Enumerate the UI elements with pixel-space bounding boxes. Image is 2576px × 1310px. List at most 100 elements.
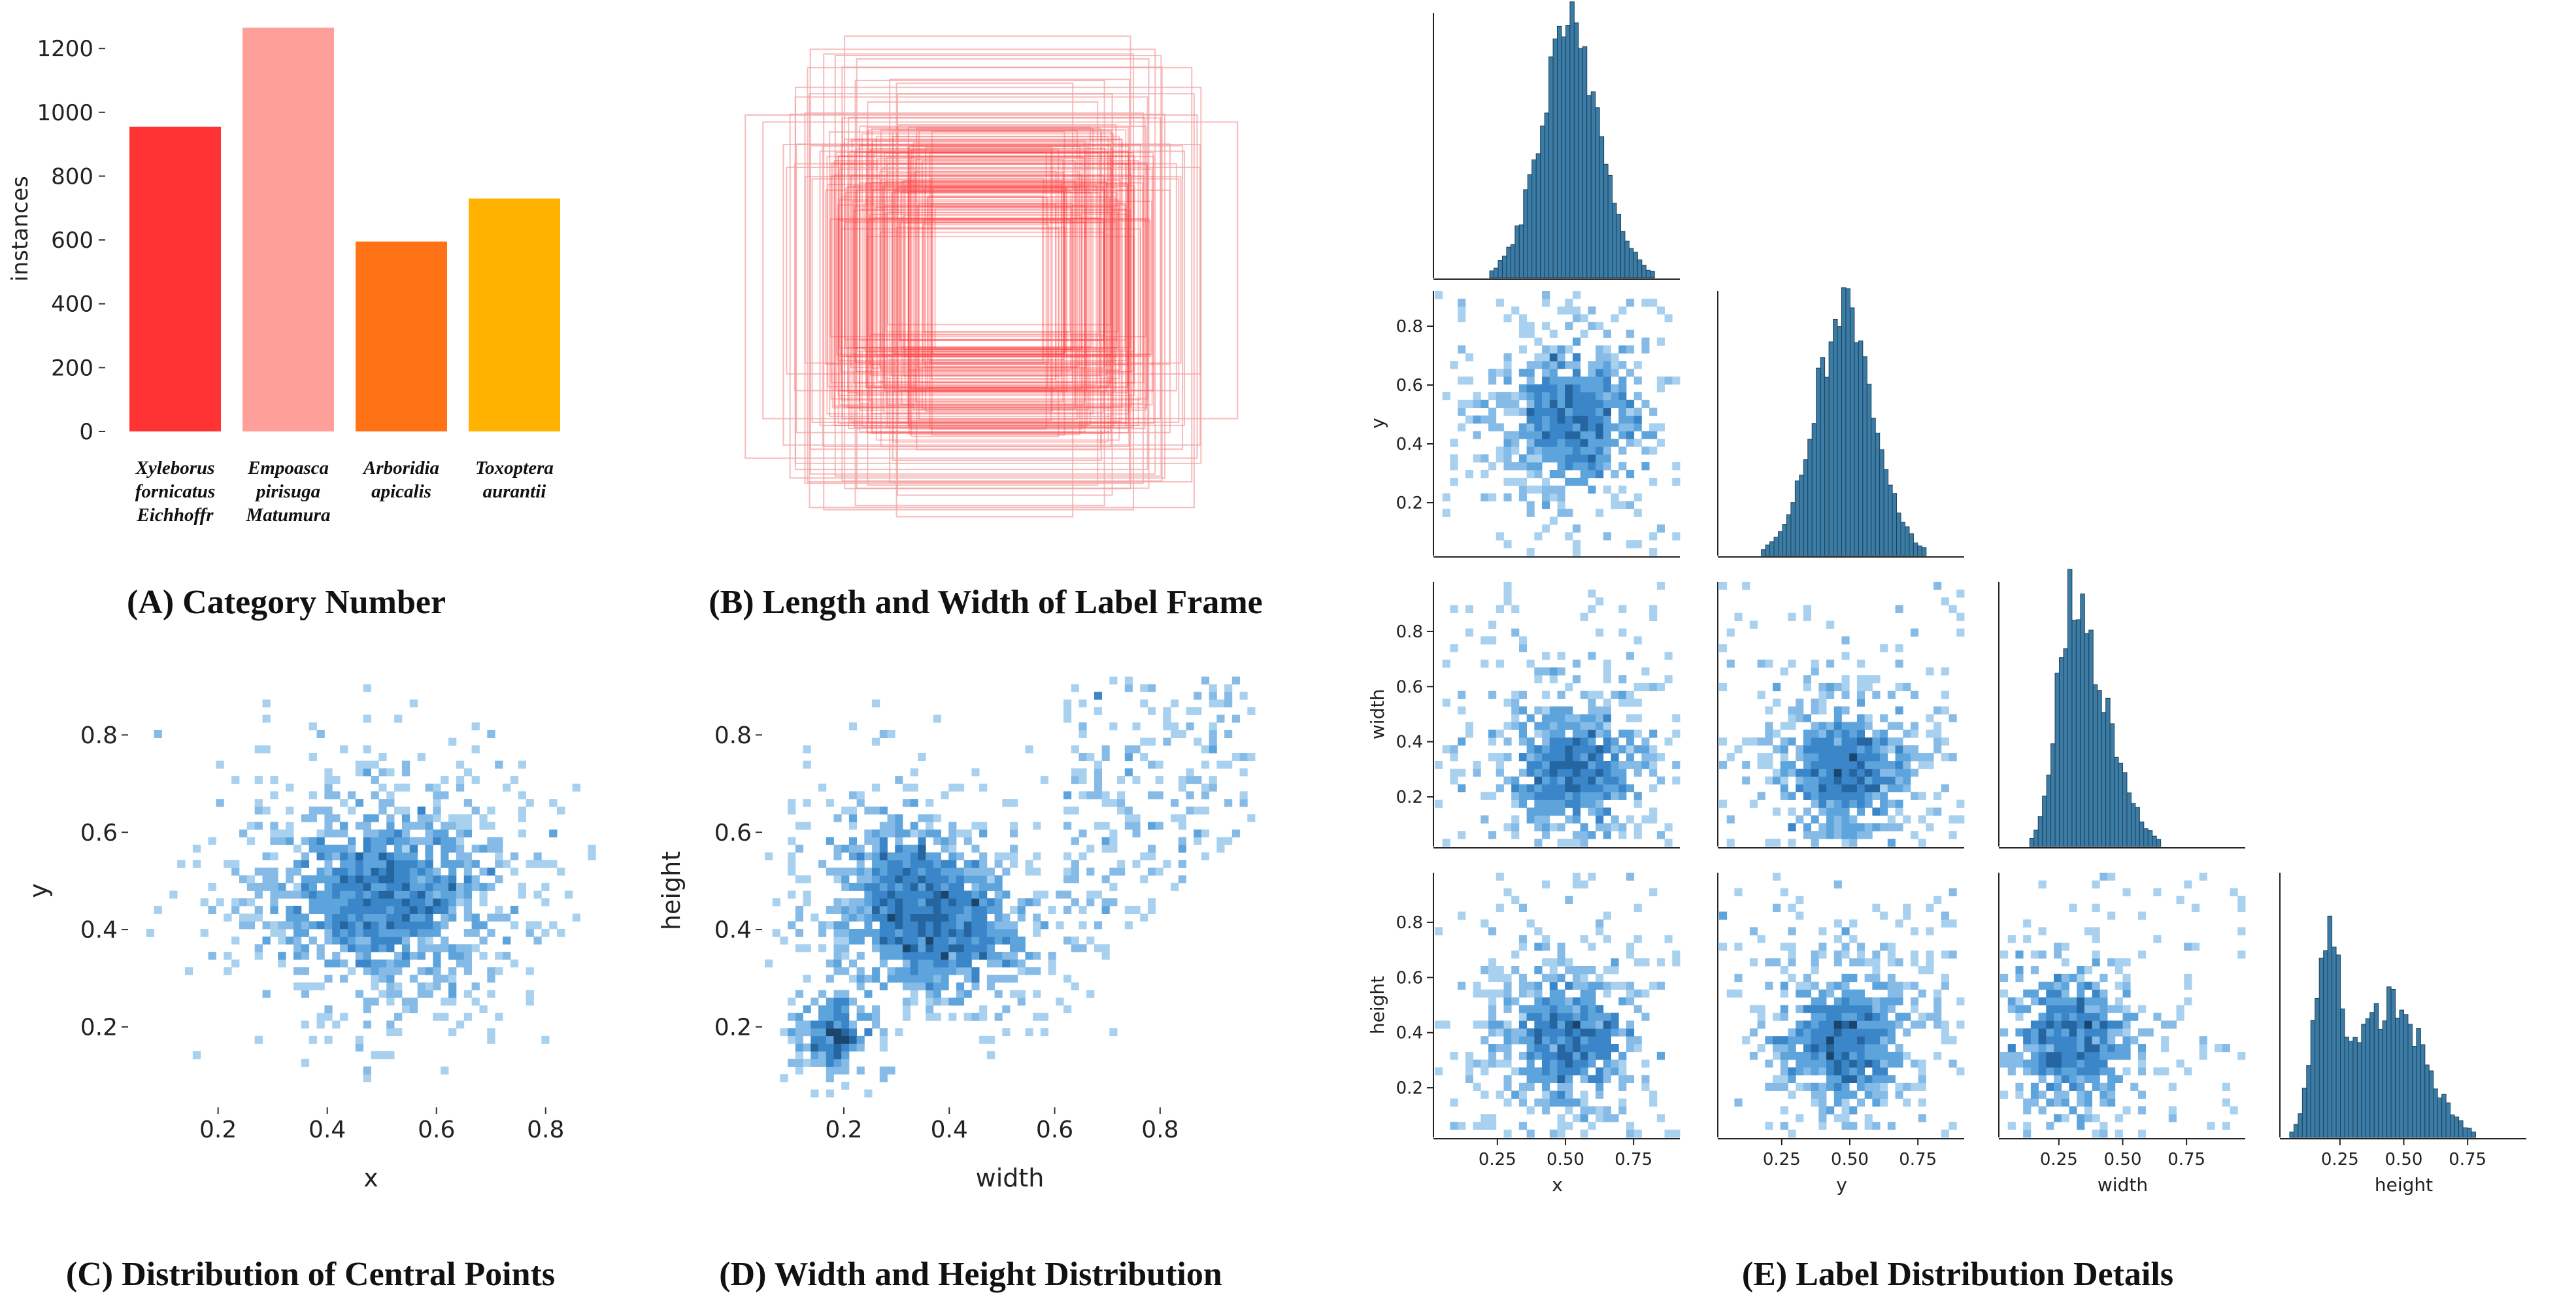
- e-cell: [1503, 981, 1512, 990]
- e-cell: [1534, 799, 1543, 808]
- e-cell: [1572, 1036, 1581, 1045]
- e-cell: [1926, 667, 1934, 676]
- e-cell: [1880, 644, 1888, 652]
- c-cell: [316, 837, 325, 845]
- c-cell: [448, 860, 457, 868]
- e-hist-bar: [2109, 723, 2115, 847]
- b-frame: [845, 192, 1118, 349]
- e-cell: [1503, 776, 1512, 785]
- e-cell: [1926, 950, 1934, 959]
- e-cell: [1534, 768, 1543, 777]
- b-frame: [907, 191, 1072, 371]
- e-cell: [1649, 423, 1658, 431]
- e-hist-bar: [1921, 547, 1927, 556]
- e-cell: [2038, 1090, 2047, 1099]
- e-cell: [1841, 682, 1850, 692]
- e-cell: [1773, 730, 1781, 738]
- e-cell: [1749, 958, 1758, 967]
- c-cell: [448, 944, 457, 952]
- d-cell: [1132, 905, 1141, 914]
- d-cell: [941, 898, 949, 907]
- e-cell: [1880, 1083, 1888, 1091]
- b-frame: [852, 201, 1153, 356]
- c-cell: [363, 882, 371, 891]
- c-cell: [394, 860, 403, 868]
- d-cell: [1132, 722, 1141, 731]
- e-cell: [2092, 1083, 2100, 1091]
- d-cell: [971, 875, 980, 884]
- e-cell: [2099, 1036, 2108, 1045]
- c-cell: [386, 905, 395, 914]
- d-cell: [1094, 921, 1103, 930]
- d-cell: [864, 882, 873, 891]
- e-cell: [1841, 839, 1850, 847]
- d-cell: [1155, 776, 1163, 784]
- e-cell: [1856, 1051, 1865, 1060]
- e-cell: [1596, 807, 1604, 816]
- e-cell: [1450, 361, 1458, 369]
- e-cell: [1580, 737, 1588, 746]
- d-cell: [872, 890, 880, 899]
- b-frame: [921, 160, 1076, 410]
- e-cell: [1572, 1020, 1581, 1029]
- e-cell: [1941, 950, 1949, 959]
- e-cell: [1488, 369, 1497, 377]
- e-cell: [1864, 682, 1873, 692]
- e-cell: [1633, 392, 1642, 401]
- e-cell: [1849, 753, 1858, 762]
- e-cell: [1557, 493, 1565, 502]
- e-cell: [1572, 737, 1581, 746]
- e-cell: [1641, 431, 1650, 439]
- e-cell: [1557, 407, 1565, 416]
- d-cell: [895, 905, 903, 914]
- d-cell: [872, 837, 880, 845]
- e-cell: [1603, 369, 1611, 377]
- e-cell: [1618, 1083, 1627, 1091]
- d-cell: [910, 959, 918, 967]
- e-cell: [1473, 760, 1481, 769]
- e-cell: [2092, 1013, 2100, 1021]
- e-cell: [1765, 660, 1773, 668]
- d-cell: [872, 882, 880, 891]
- e-cell: [1572, 873, 1581, 881]
- d-cell: [902, 890, 911, 899]
- c-cell: [425, 837, 433, 845]
- e-cell: [1588, 306, 1596, 315]
- e-cell: [1542, 392, 1550, 401]
- e-cell: [1841, 760, 1850, 769]
- e-cell: [1895, 682, 1903, 692]
- e-hist-bar: [1494, 267, 1499, 278]
- e-cell: [1588, 737, 1596, 746]
- d-cell: [956, 905, 965, 914]
- e-cell: [1864, 799, 1873, 808]
- c-cell: [495, 905, 503, 914]
- d-cell: [926, 982, 934, 990]
- a-category-label: apicalis: [371, 481, 431, 502]
- e-cell: [1910, 768, 1919, 777]
- c-cell: [479, 867, 488, 876]
- d-cell: [948, 783, 957, 792]
- c-cell: [301, 882, 310, 891]
- d-cell: [986, 898, 995, 907]
- e-cell: [1488, 407, 1497, 416]
- e-cell: [1488, 1044, 1497, 1052]
- c-cell: [503, 860, 511, 868]
- d-cell: [841, 944, 850, 952]
- e-cell: [1641, 753, 1650, 762]
- d-cell: [902, 952, 911, 960]
- d-cell: [1201, 745, 1210, 754]
- d-cell: [1010, 852, 1018, 861]
- e-cell: [2069, 1106, 2077, 1115]
- b-frame: [809, 93, 1195, 509]
- e-cell: [2054, 1067, 2062, 1076]
- e-cell: [2030, 1090, 2039, 1099]
- e-cell: [1903, 760, 1911, 769]
- e-cell: [2061, 958, 2069, 967]
- e-cell: [1788, 737, 1796, 746]
- c-cell: [401, 829, 410, 838]
- e-hist-bar: [2289, 1132, 2294, 1138]
- c-cell: [448, 952, 457, 960]
- e-cell: [1496, 392, 1504, 401]
- c-cell: [510, 959, 519, 967]
- d-cell: [1178, 860, 1186, 868]
